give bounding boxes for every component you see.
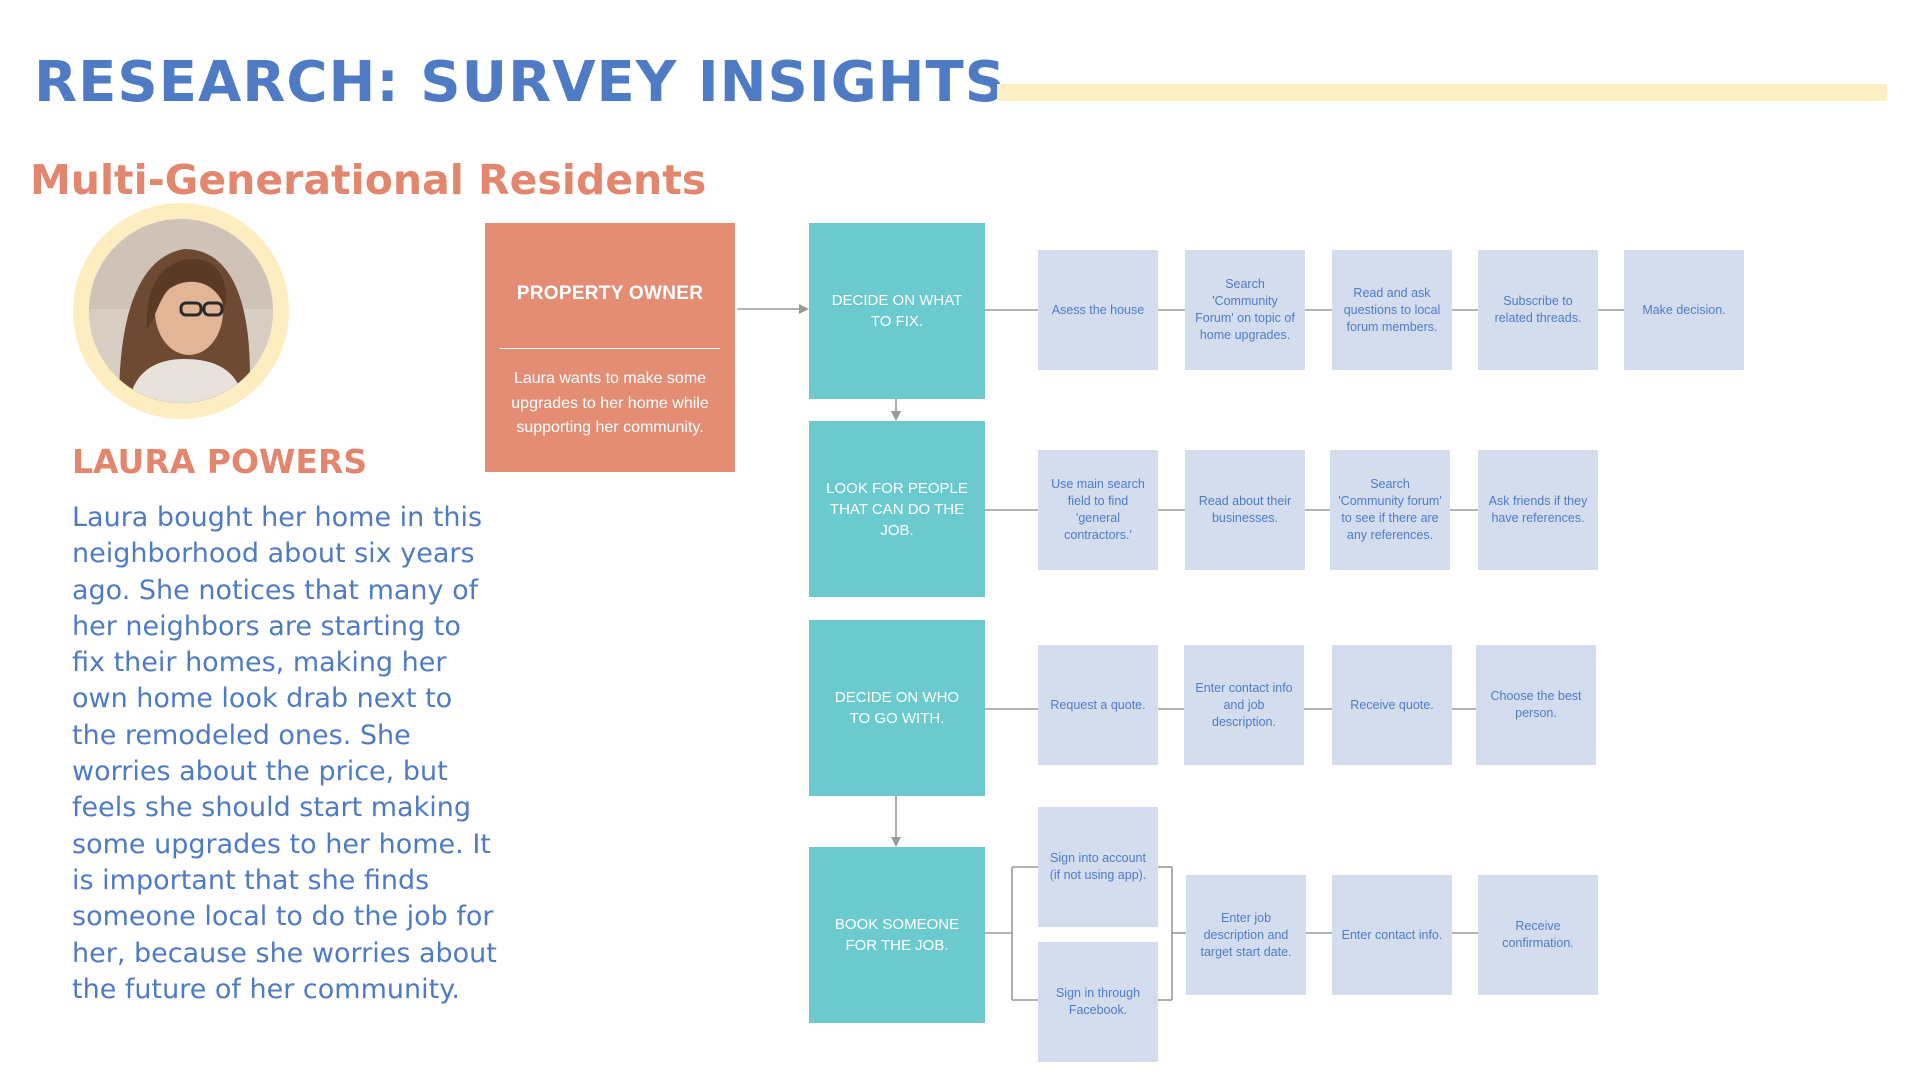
- section-subtitle: Multi-Generational Residents: [30, 156, 707, 204]
- step-assess-house: Asess the house: [1038, 250, 1158, 370]
- option-sign-into-account: Sign into account (if not using app).: [1038, 807, 1158, 927]
- avatar: [89, 219, 273, 403]
- stage-decide-what-to-fix: DECIDE ON WHAT TO FIX.: [809, 223, 985, 399]
- persona-name: LAURA POWERS: [72, 442, 368, 481]
- role-divider: [500, 348, 720, 349]
- step-read-businesses: Read about their businesses.: [1185, 450, 1305, 570]
- page-title: RESEARCH: SURVEY INSIGHTS: [34, 50, 1007, 115]
- step-choose-best: Choose the best person.: [1476, 645, 1596, 765]
- step-enter-job-description: Enter job description and target start d…: [1186, 875, 1306, 995]
- step-search-references: Search 'Community forum' to see if there…: [1330, 450, 1450, 570]
- step-enter-contact-job: Enter contact info and job description.: [1184, 645, 1304, 765]
- step-request-quote: Request a quote.: [1038, 645, 1158, 765]
- step-receive-confirmation: Receive confirmation.: [1478, 875, 1598, 995]
- step-search-forum: Search 'Community Forum' on topic of hom…: [1185, 250, 1305, 370]
- role-description: Laura wants to make some upgrades to her…: [511, 370, 709, 436]
- role-title: PROPERTY OWNER: [516, 283, 704, 304]
- persona-bio: Laura bought her home in this neighborho…: [72, 502, 497, 1005]
- stage-decide-who: DECIDE ON WHO TO GO WITH.: [809, 620, 985, 796]
- step-make-decision: Make decision.: [1624, 250, 1744, 370]
- property-owner-card: PROPERTY OWNER Laura wants to make some …: [485, 223, 735, 472]
- stage-book-someone: BOOK SOMEONE FOR THE JOB.: [809, 847, 985, 1023]
- step-main-search: Use main search field to find 'general c…: [1038, 450, 1158, 570]
- step-subscribe-threads: Subscribe to related threads.: [1478, 250, 1598, 370]
- step-enter-contact-info: Enter contact info.: [1332, 875, 1452, 995]
- step-receive-quote: Receive quote.: [1332, 645, 1452, 765]
- header-accent-bar: [997, 84, 1887, 101]
- persona-portrait-icon: [89, 219, 273, 403]
- stage-look-for-people: LOOK FOR PEOPLE THAT CAN DO THE JOB.: [809, 421, 985, 597]
- step-read-ask-forum: Read and ask questions to local forum me…: [1332, 250, 1452, 370]
- step-ask-friends: Ask friends if they have references.: [1478, 450, 1598, 570]
- option-sign-in-facebook: Sign in through Facebook.: [1038, 942, 1158, 1062]
